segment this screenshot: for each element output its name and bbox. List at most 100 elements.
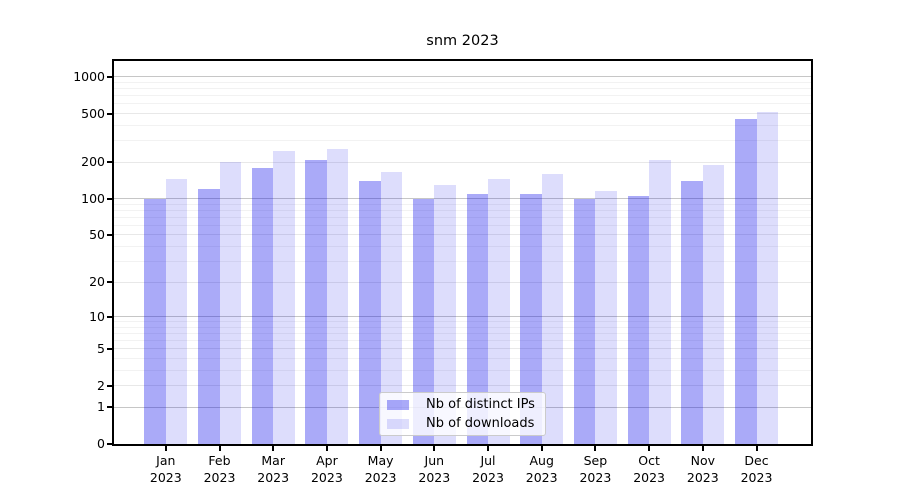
gridline-minor	[114, 216, 811, 218]
y-axis-tick	[107, 347, 112, 350]
legend-swatch-distinct-ips	[387, 399, 409, 410]
bar-nb-of-distinct-ips-aug	[520, 193, 542, 444]
x-axis-tick-label: Sep 2023	[579, 453, 612, 485]
y-axis-tick	[107, 161, 112, 164]
gridline-minor	[114, 209, 811, 211]
bar-nb-of-downloads-feb	[219, 162, 241, 444]
legend-item: Nb of distinct IPs	[387, 395, 537, 414]
legend-item: Nb of downloads	[387, 414, 537, 433]
y-axis-tick	[107, 443, 112, 445]
legend-swatch-downloads	[387, 418, 409, 429]
bar-nb-of-downloads-dec	[756, 112, 778, 444]
bar-nb-of-distinct-ips-oct	[627, 196, 650, 444]
bar-nb-of-distinct-ips-may	[359, 180, 381, 444]
x-axis-tick-label: Feb 2023	[203, 453, 236, 485]
x-axis-tick-label: Jun 2023	[418, 453, 451, 485]
y-axis-tick	[107, 384, 112, 387]
gridline-minor	[114, 203, 811, 205]
x-axis-tick-label: Mar 2023	[257, 453, 290, 485]
gridline-minor	[114, 140, 811, 142]
gridline-major	[114, 76, 811, 78]
x-axis-tick	[164, 446, 167, 451]
x-axis-tick-label: Dec 2023	[740, 453, 773, 485]
x-axis-tick	[379, 446, 382, 451]
y-axis-tick-label: 10	[89, 308, 105, 324]
gridline-minor	[114, 124, 811, 126]
y-axis-tick-label: 500	[81, 105, 105, 121]
gridline-minor	[114, 95, 811, 97]
x-axis-tick	[648, 446, 651, 451]
gridline-minor	[114, 332, 811, 334]
bar-nb-of-downloads-jun	[434, 184, 456, 444]
bar-nb-of-downloads-sep	[595, 191, 617, 444]
gridline-minor	[114, 321, 811, 323]
y-axis-tick-label: 100	[81, 190, 105, 206]
y-axis-tick-label: 5	[97, 340, 105, 356]
bar-nb-of-downloads-may	[380, 172, 403, 444]
bar-nb-of-downloads-oct	[649, 159, 671, 444]
y-axis-tick-label: 200	[81, 154, 105, 170]
x-axis-tick	[540, 446, 543, 451]
y-axis-tick-label: 1000	[73, 68, 105, 84]
bar-nb-of-downloads-apr	[326, 149, 349, 444]
bar-nb-of-distinct-ips-jul	[466, 193, 488, 444]
x-axis-tick-label: May 2023	[364, 453, 397, 485]
y-axis-tick-label: 0	[97, 436, 105, 451]
bar-nb-of-distinct-ips-jan	[144, 198, 166, 444]
gridline-major	[114, 281, 811, 283]
gridline-minor	[114, 81, 811, 83]
y-axis-tick	[107, 315, 112, 318]
bar-nb-of-distinct-ips-dec	[735, 119, 757, 444]
y-axis-tick-label: 1	[97, 399, 105, 415]
legend-label-downloads: Nb of downloads	[426, 416, 535, 431]
x-axis-tick	[325, 446, 328, 451]
legend-label-distinct-ips: Nb of distinct IPs	[426, 397, 535, 412]
gridline-minor	[114, 340, 811, 342]
x-axis-tick	[487, 446, 489, 451]
x-axis-tick-label: Jan 2023	[149, 453, 182, 485]
x-axis-tick	[272, 446, 275, 451]
x-axis-tick-label: Oct 2023	[633, 453, 665, 485]
gridline-minor	[114, 260, 811, 262]
y-axis-tick	[107, 75, 112, 78]
y-axis-tick	[107, 406, 112, 409]
y-axis-tick-label: 2	[97, 377, 105, 393]
x-axis-tick-label: Jul 2023	[472, 453, 504, 485]
gridline-minor	[114, 246, 811, 248]
bar-nb-of-downloads-nov	[702, 164, 725, 444]
gridline-minor	[114, 357, 811, 359]
gridline-minor	[114, 224, 811, 226]
x-axis-tick	[701, 446, 704, 451]
bar-nb-of-downloads-jan	[165, 179, 188, 444]
x-axis-tick-label: Apr 2023	[310, 453, 343, 485]
bar-nb-of-downloads-aug	[541, 173, 564, 444]
y-axis-tick-label: 50	[89, 226, 105, 242]
gridline-minor	[114, 326, 811, 328]
bar-nb-of-distinct-ips-feb	[198, 189, 220, 444]
bar-nb-of-distinct-ips-nov	[681, 180, 703, 444]
x-axis-tick-label: Aug 2023	[525, 453, 558, 485]
y-axis-tick-label: 20	[89, 274, 105, 290]
legend: Nb of distinct IPs Nb of downloads	[379, 392, 546, 436]
bar-nb-of-distinct-ips-apr	[305, 159, 327, 444]
bar-nb-of-downloads-jul	[488, 179, 510, 444]
y-axis-tick	[107, 281, 112, 284]
bar-nb-of-distinct-ips-sep	[573, 198, 596, 444]
x-axis-tick-label: Nov 2023	[686, 453, 719, 485]
bar-nb-of-distinct-ips-jun	[412, 198, 435, 444]
plot-area	[112, 59, 813, 446]
bar-nb-of-distinct-ips-mar	[251, 167, 274, 444]
gridline-major	[114, 234, 811, 236]
gridline-minor	[114, 88, 811, 90]
bar-nb-of-downloads-mar	[273, 151, 295, 444]
gridline-minor	[114, 103, 811, 105]
x-axis-tick	[755, 446, 758, 451]
y-axis-tick	[107, 197, 112, 200]
gridline-major	[114, 161, 811, 163]
y-axis-tick	[107, 233, 112, 236]
gridline-major	[114, 198, 811, 200]
gridline-major	[114, 316, 811, 318]
gridline-major	[114, 385, 811, 387]
chart-title: snm 2023	[426, 33, 499, 49]
